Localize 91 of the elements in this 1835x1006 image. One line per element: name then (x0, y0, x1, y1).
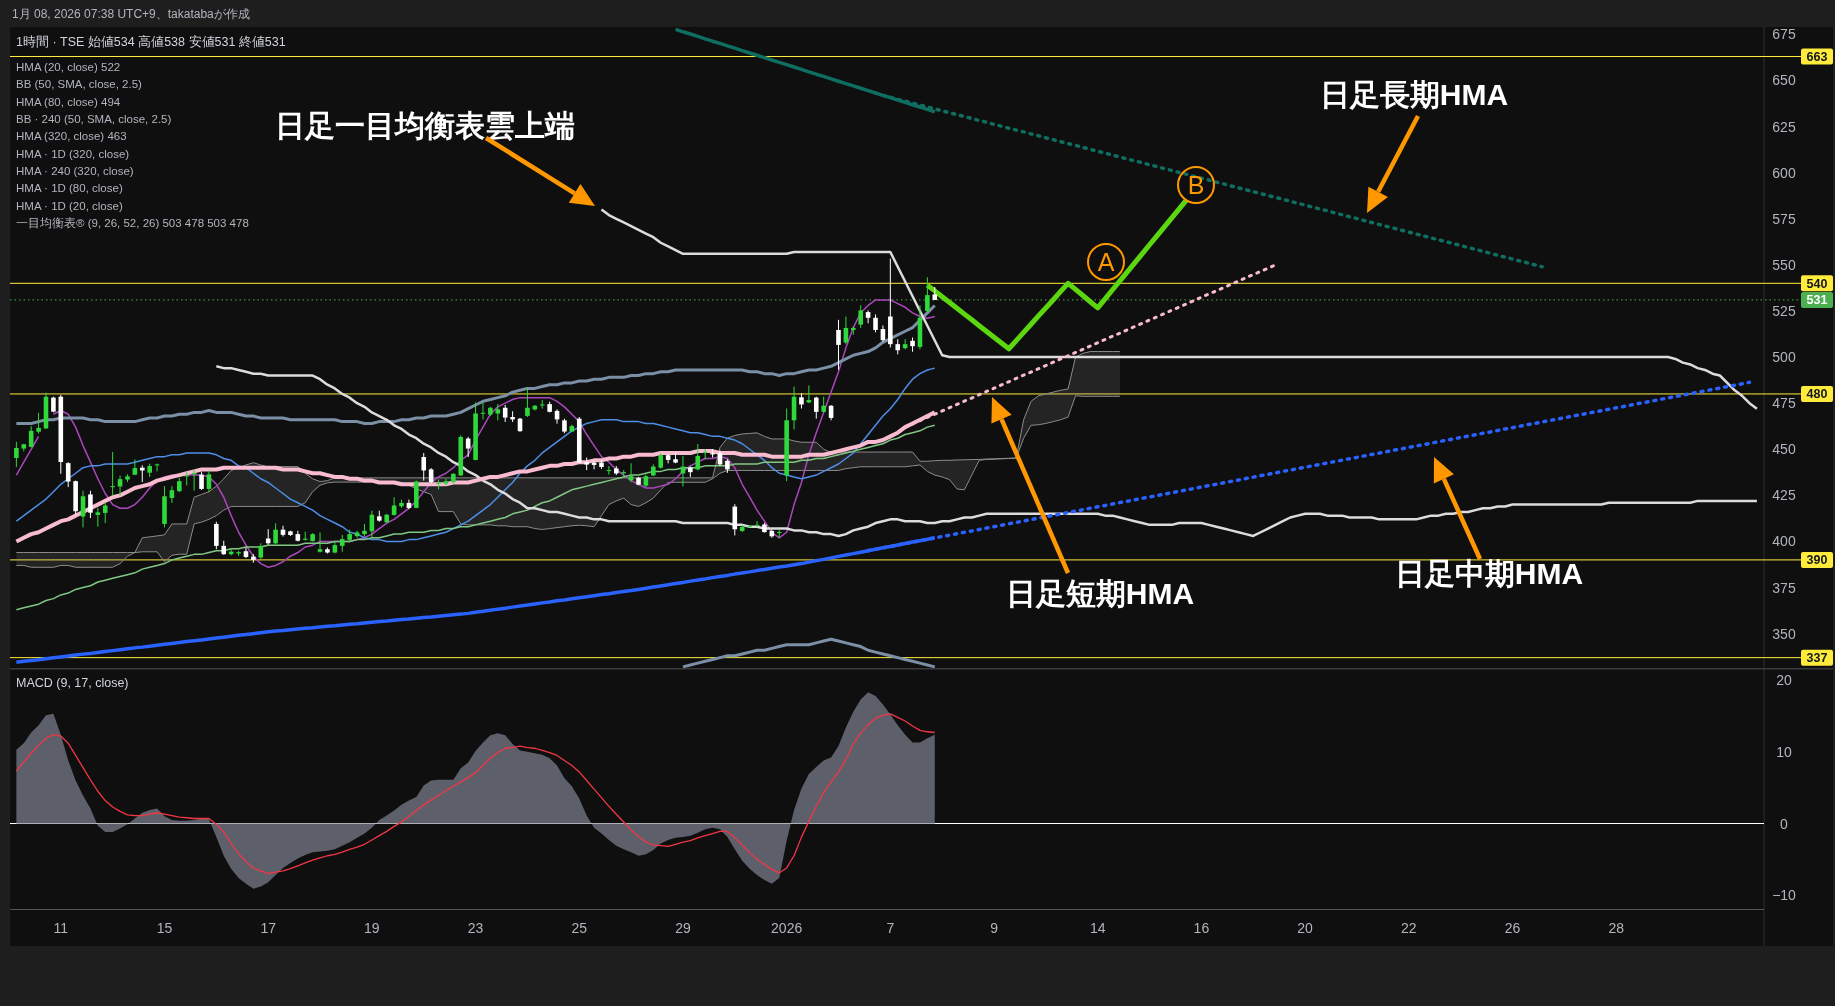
ref-line-label: 540 (1806, 276, 1828, 291)
annotation: HMA · 240 (320, close) (16, 165, 134, 178)
x-tick-label: 25 (571, 920, 588, 936)
annotation: HMA · 1D (20, close) (16, 199, 123, 212)
y-tick-label: 10 (1776, 743, 1792, 760)
x-tick-label: 15 (156, 920, 173, 936)
candlestick (836, 319, 841, 371)
annotation: HMA · 1D (80, close) (16, 182, 123, 195)
candlestick (813, 396, 819, 420)
x-tick-label: 17 (260, 920, 277, 936)
y-tick-label: 375 (1772, 579, 1796, 596)
ref-line-label: 390 (1806, 553, 1828, 568)
annotation: 日足長期HMA (1319, 78, 1509, 111)
x-tick-label: 19 (364, 920, 380, 936)
candlestick (273, 522, 278, 545)
y-tick-label: 575 (1772, 210, 1796, 227)
candlestick (317, 531, 323, 554)
candlestick (36, 412, 41, 435)
y-tick-label: 625 (1772, 118, 1796, 135)
annotation: B (1187, 171, 1205, 199)
line-series (600, 208, 1759, 410)
line-series (15, 713, 936, 875)
y-tick-label: 525 (1772, 302, 1796, 319)
x-tick-label: 11 (53, 920, 69, 936)
x-tick-label: 7 (886, 920, 895, 936)
ref-line-label: 663 (1806, 50, 1828, 64)
y-tick-label: 425 (1772, 487, 1796, 504)
annotation: HMA (20, close) 522 (16, 61, 121, 73)
candlestick (95, 507, 101, 528)
y-tick-label: 475 (1772, 395, 1796, 412)
y-tick-label: 450 (1772, 441, 1796, 458)
annotation: HMA (80, close) 494 (16, 95, 121, 108)
x-tick-label: 29 (675, 920, 691, 936)
y-tick-label: 550 (1772, 256, 1796, 273)
x-tick-label: 26 (1504, 920, 1521, 936)
line-series (215, 365, 1759, 538)
y-tick-label: 0 (1780, 815, 1789, 832)
text: 1月 08, 2026 07:38 UTC+9、takatabaが作成 (12, 7, 250, 21)
candlestick (214, 521, 219, 550)
y-tick-label: 20 (1776, 672, 1792, 689)
candlestick (80, 490, 86, 528)
candlestick (132, 458, 138, 476)
candlestick (858, 304, 863, 329)
candlestick (110, 451, 115, 497)
candlestick (925, 276, 930, 313)
x-tick-label: 23 (467, 920, 484, 936)
annotation: HMA (320, close) 463 (16, 130, 127, 143)
y-tick-label: 500 (1772, 349, 1796, 366)
x-tick-label: 2026 (771, 920, 803, 936)
line-series (15, 424, 936, 611)
y-tick-label: 600 (1772, 164, 1796, 181)
candlestick (117, 474, 123, 497)
annotation: 一目均衡表® (9, 26, 52, 26) 503 478 503 478 (16, 217, 249, 230)
candlestick (865, 309, 871, 324)
y-tick-label: 400 (1772, 533, 1796, 550)
annotation: BB · 240 (50, SMA, close, 2.5) (16, 113, 172, 126)
annotation: 日足一目均衡表雲上端 (275, 109, 575, 142)
line-series (15, 367, 936, 543)
x-tick-label: 16 (1193, 920, 1210, 936)
x-tick-label: 22 (1401, 920, 1417, 936)
candlestick (421, 452, 427, 482)
text: MACD (9, 17, close) (16, 676, 129, 691)
candlestick (184, 471, 190, 486)
text: 1時間 · TSE 始値534 高値538 安値531 終値531 (16, 33, 286, 49)
x-tick-label: 9 (990, 920, 999, 936)
x-tick-label: 14 (1089, 920, 1106, 936)
candlestick (843, 316, 849, 345)
y-tick-label: 675 (1772, 26, 1796, 43)
annotation: BB (50, SMA, close, 2.5) (16, 78, 143, 91)
candlestick (102, 501, 108, 524)
candlestick (539, 399, 545, 410)
ref-line-label: 531 (1806, 293, 1828, 308)
candlestick (206, 469, 212, 493)
annotation: 日足中期HMA (1394, 557, 1584, 590)
annotation: HMA · 1D (320, close) (16, 147, 130, 160)
candlestick (14, 441, 19, 468)
x-tick-label: 20 (1297, 920, 1314, 936)
candlestick (88, 490, 93, 519)
y-tick-label: 650 (1772, 72, 1796, 89)
line-series (681, 637, 937, 669)
annotation: A (1097, 248, 1115, 276)
annotation: 日足短期HMA (1005, 577, 1195, 610)
x-tick-label: 28 (1608, 920, 1625, 936)
candlestick (525, 386, 530, 418)
y-tick-label: −10 (1772, 887, 1797, 904)
ref-line-label: 337 (1806, 651, 1828, 666)
candlestick (65, 461, 71, 488)
candlestick (747, 524, 752, 529)
candlestick (695, 443, 701, 471)
y-tick-label: 350 (1772, 625, 1796, 642)
ref-line-label: 480 (1806, 387, 1828, 402)
